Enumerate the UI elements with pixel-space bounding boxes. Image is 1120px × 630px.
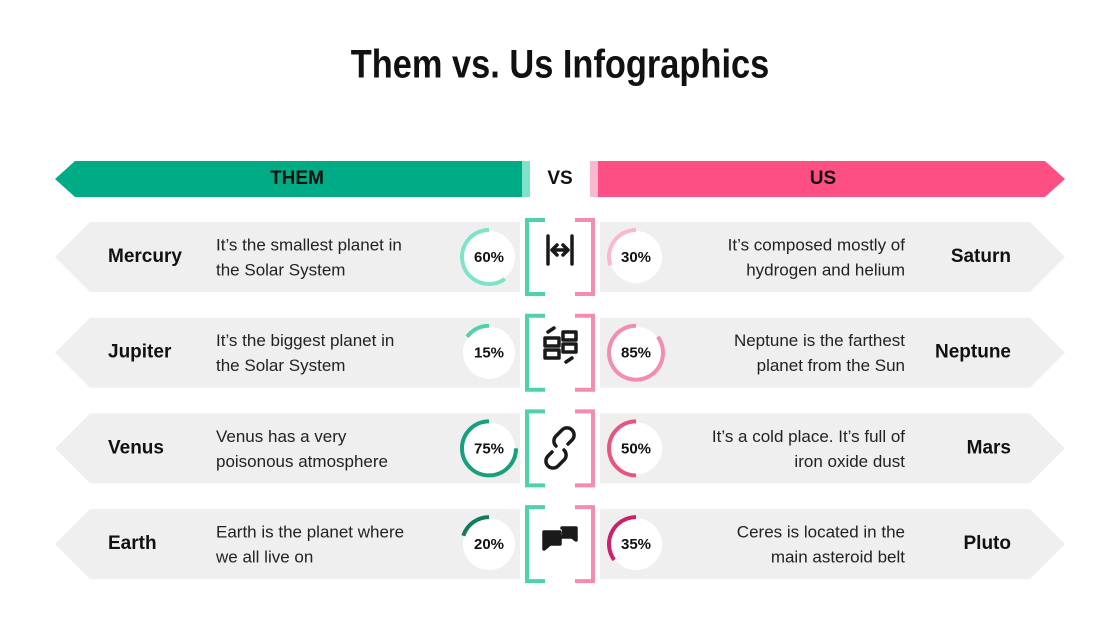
planet-name: Mars bbox=[967, 437, 1011, 458]
ring-bg bbox=[610, 518, 662, 571]
ring-arc bbox=[461, 515, 490, 537]
row-right-bg bbox=[600, 413, 1065, 484]
percent-label: 60% bbox=[474, 249, 504, 266]
icon bbox=[544, 426, 576, 470]
description: main asteroid belt bbox=[771, 548, 905, 567]
ring-arc bbox=[607, 228, 637, 266]
description: Earth is the planet where bbox=[216, 523, 404, 542]
description: hydrogen and helium bbox=[746, 260, 905, 279]
ring-bg bbox=[463, 422, 515, 475]
row-left-bg bbox=[55, 509, 520, 580]
them-banner bbox=[55, 161, 522, 197]
ring-bg bbox=[610, 326, 662, 379]
row-left-bg bbox=[55, 317, 520, 388]
description: It’s composed mostly of bbox=[728, 235, 906, 254]
icon-box bbox=[527, 407, 593, 490]
description: poisonous atmosphere bbox=[216, 452, 388, 471]
description: It’s the biggest planet in bbox=[216, 331, 394, 350]
description: It’s a cold place. It’s full of bbox=[712, 427, 905, 446]
them-label: THEM bbox=[270, 168, 324, 189]
row-right-bg bbox=[600, 509, 1065, 580]
icon bbox=[546, 234, 574, 266]
row-left-bg bbox=[55, 413, 520, 484]
planet-name: Neptune bbox=[935, 342, 1011, 363]
bracket-left bbox=[525, 218, 545, 296]
description: Neptune is the farthest bbox=[734, 331, 905, 350]
percent-label: 35% bbox=[621, 536, 651, 553]
description: iron oxide dust bbox=[794, 452, 905, 471]
ring-arc bbox=[460, 228, 507, 286]
bracket-right bbox=[575, 505, 595, 584]
planet-name: Saturn bbox=[951, 246, 1011, 267]
us-label: US bbox=[810, 168, 836, 189]
ring-bg bbox=[463, 326, 515, 379]
ring-bg bbox=[463, 518, 515, 571]
ring-bg bbox=[610, 422, 662, 475]
description: the Solar System bbox=[216, 356, 345, 375]
row-right-bg bbox=[600, 222, 1065, 292]
us-banner bbox=[598, 161, 1065, 197]
bracket-left bbox=[525, 313, 545, 392]
percent-label: 50% bbox=[621, 440, 651, 457]
ring-bg bbox=[610, 231, 662, 283]
bracket-right bbox=[575, 409, 595, 488]
bracket-left bbox=[525, 505, 545, 584]
bracket-right bbox=[575, 313, 595, 392]
them-accent bbox=[522, 161, 530, 197]
row-left-bg bbox=[55, 222, 520, 292]
planet-name: Venus bbox=[108, 437, 164, 458]
icon bbox=[543, 326, 578, 364]
description: planet from the Sun bbox=[757, 356, 905, 375]
row-right-bg bbox=[600, 317, 1065, 388]
percent-label: 20% bbox=[474, 536, 504, 553]
ring-arc bbox=[607, 323, 665, 382]
icon-box bbox=[527, 216, 593, 298]
ring-arc bbox=[607, 419, 637, 478]
description: Venus has a very bbox=[216, 427, 347, 446]
description: we all live on bbox=[215, 548, 313, 567]
title: Them vs. Us Infographics bbox=[351, 41, 770, 86]
ring-bg bbox=[463, 231, 515, 283]
icon bbox=[542, 526, 578, 551]
bracket-left bbox=[525, 409, 545, 488]
planet-name: Pluto bbox=[964, 533, 1012, 554]
planet-name: Earth bbox=[108, 533, 157, 554]
vs-box bbox=[530, 161, 590, 197]
percent-label: 85% bbox=[621, 345, 651, 362]
percent-label: 15% bbox=[474, 345, 504, 362]
us-accent bbox=[590, 161, 598, 197]
description: Ceres is located in the bbox=[737, 523, 905, 542]
ring-arc bbox=[465, 323, 490, 339]
description: It’s the smallest planet in bbox=[216, 235, 402, 254]
percent-label: 30% bbox=[621, 249, 651, 266]
description: the Solar System bbox=[216, 260, 345, 279]
percent-label: 75% bbox=[474, 440, 504, 457]
planet-name: Mercury bbox=[108, 246, 182, 267]
planet-name: Jupiter bbox=[108, 342, 172, 363]
bracket-right bbox=[575, 218, 595, 296]
ring-arc bbox=[607, 515, 637, 562]
vs-label: VS bbox=[547, 168, 572, 189]
ring-arc bbox=[460, 419, 518, 478]
